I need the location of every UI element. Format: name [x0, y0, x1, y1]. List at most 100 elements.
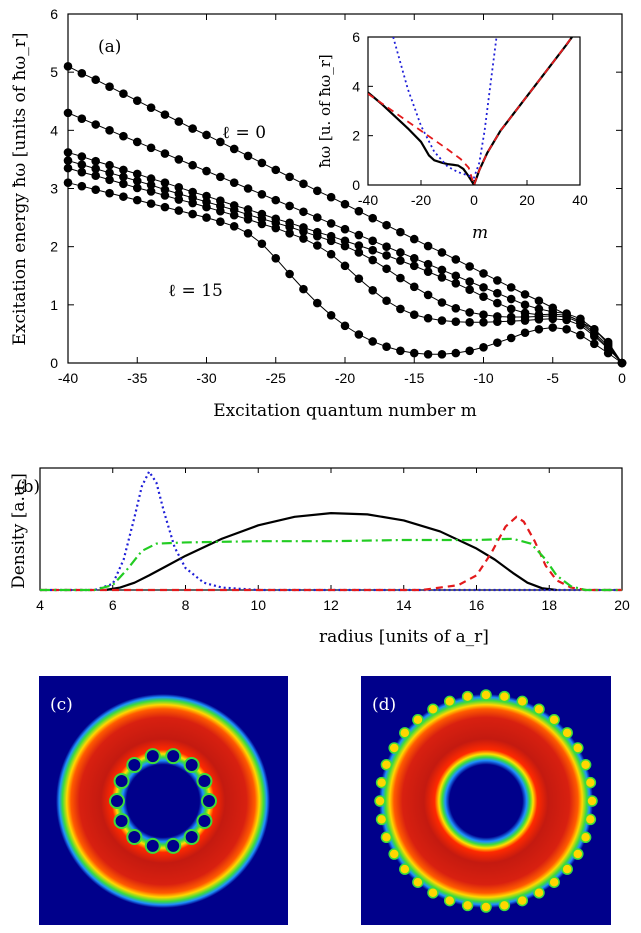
y-tick-label: 1	[50, 297, 58, 313]
x-tick-label: 0	[618, 370, 626, 386]
inset-plot: -40 -20 0 20 40 0 2 4 6 m ħω [u. of ħω_r]	[316, 29, 588, 243]
data-point	[132, 169, 142, 179]
surface-ripple	[584, 776, 597, 789]
data-point	[354, 274, 364, 283]
surface-ripple	[443, 894, 456, 907]
data-point	[243, 151, 253, 161]
data-point	[146, 174, 156, 183]
surface-ripple	[533, 887, 545, 899]
data-point	[313, 213, 322, 222]
y-tick-label: 3	[50, 181, 58, 197]
data-point	[257, 190, 267, 199]
data-point	[396, 304, 405, 314]
data-point	[479, 310, 488, 320]
data-point	[146, 103, 156, 112]
vortex-ripple	[113, 773, 130, 790]
data-point	[63, 62, 73, 71]
density-curve-dash-dot	[40, 537, 622, 592]
data-point	[590, 339, 599, 349]
data-point	[506, 333, 516, 343]
data-point	[174, 195, 184, 204]
vortex-ripple	[183, 828, 200, 845]
data-point	[326, 219, 336, 228]
data-point	[132, 176, 142, 186]
surface-ripple	[579, 831, 592, 844]
data-point	[77, 152, 87, 161]
data-point	[409, 234, 419, 244]
vortex-ripple	[113, 812, 130, 829]
data-point	[63, 148, 73, 157]
data-point	[313, 231, 322, 241]
surface-ripple	[427, 887, 439, 899]
data-point	[354, 330, 364, 339]
surface-ripple	[412, 714, 424, 726]
data-point	[354, 206, 364, 216]
surface-ripple	[516, 695, 529, 708]
y-tick-label: 0	[50, 355, 58, 371]
vortex-ripple	[144, 837, 161, 854]
data-point	[451, 348, 461, 358]
surface-ripple	[572, 742, 584, 754]
data-point	[368, 245, 378, 255]
data-point	[603, 348, 613, 358]
surface-ripple	[427, 703, 439, 715]
x-tick-label: -15	[404, 370, 424, 386]
data-point	[423, 241, 433, 251]
data-point	[493, 317, 502, 327]
vortex-ripple	[201, 793, 217, 809]
surface-ripple	[461, 690, 474, 703]
data-point	[105, 188, 114, 198]
surface-ripple	[412, 876, 424, 888]
b-x-tick-label: 16	[469, 597, 485, 613]
surface-ripple	[498, 899, 511, 912]
surface-ripple	[374, 795, 386, 807]
data-point	[368, 337, 378, 346]
condensate-ring-d	[379, 694, 593, 908]
panel-c-density-image: (c)	[39, 676, 288, 925]
inset-x-tick-label: 20	[519, 192, 535, 208]
data-point	[202, 202, 211, 212]
data-point	[520, 328, 530, 338]
data-point	[396, 227, 405, 237]
surface-ripple	[498, 690, 511, 703]
surface-ripple	[586, 795, 598, 807]
data-point	[174, 117, 184, 126]
data-point	[368, 236, 378, 246]
data-point	[396, 346, 405, 356]
data-point	[409, 310, 419, 320]
data-point	[160, 178, 170, 187]
data-point	[617, 358, 627, 368]
data-point	[382, 251, 391, 260]
data-point	[423, 259, 433, 269]
surface-ripple	[388, 742, 400, 754]
y-tick-label: 5	[50, 64, 58, 80]
data-point	[479, 317, 488, 327]
data-point	[63, 178, 73, 187]
data-point	[423, 290, 433, 300]
data-point	[354, 230, 364, 240]
b-x-tick-label: 14	[396, 597, 412, 613]
x-tick-label: -40	[58, 370, 78, 386]
data-point	[465, 317, 474, 327]
data-point	[77, 181, 87, 191]
data-point	[229, 210, 239, 220]
data-point	[146, 199, 156, 208]
data-point	[368, 285, 378, 295]
data-point	[437, 316, 447, 325]
data-point	[257, 219, 267, 229]
data-point	[548, 314, 558, 324]
data-point	[105, 175, 114, 185]
b-x-tick-label: 4	[36, 597, 44, 613]
data-point	[285, 222, 294, 232]
data-point	[534, 296, 544, 306]
b-x-tick-label: 20	[614, 597, 630, 613]
panel-a: -40 -35 -30 -25 -20 -15 -10 -5 0 0 1 2 3 4 5 6 (a) ℓ = …	[10, 6, 627, 421]
panel-label-a: (a)	[98, 37, 121, 57]
data-point	[520, 316, 530, 325]
inset-x-tick-label: 0	[470, 192, 478, 208]
data-point	[119, 165, 128, 175]
inset-y-tick-label: 6	[352, 29, 360, 45]
data-point	[465, 308, 474, 317]
vortex-ripple	[126, 757, 143, 774]
data-point	[354, 248, 364, 257]
